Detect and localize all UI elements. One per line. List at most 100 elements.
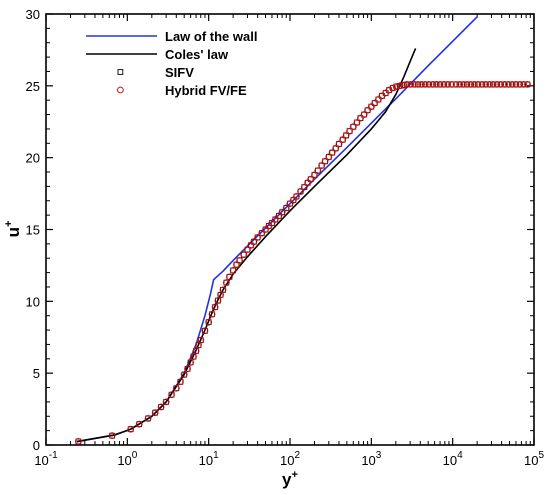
data-point [208,310,216,318]
data-point [74,438,82,445]
legend-swatch-sifv [117,69,124,75]
data-point [335,140,343,148]
plot-frame [45,13,535,446]
data-point [374,96,382,103]
y-tick-label: 5 [33,366,40,381]
data-point [205,318,213,326]
data-point [360,111,368,118]
x-tick-label: 10-1 [34,450,58,468]
data-point [214,297,222,305]
data-point [258,229,266,237]
data-point [505,80,512,88]
data-point [520,80,528,88]
data-point [222,279,230,287]
x-tick-label: 102 [280,450,300,468]
x-tick-label: 100 [117,450,137,468]
y-tick-label: 0 [33,438,40,453]
data-point [240,251,247,258]
y-tick-label: 30 [26,7,40,22]
data-point [389,84,397,92]
data-point [371,99,379,107]
data-point [190,353,197,361]
data-point [470,80,478,88]
data-point [314,167,322,174]
data-point [300,183,308,191]
data-point [467,80,475,88]
data-point [177,378,184,386]
data-point [456,80,464,88]
data-point [278,208,286,216]
data-point [144,415,152,422]
x-tick-label: 104 [443,450,463,468]
data-point [460,80,467,88]
data-point [421,80,429,88]
data-point [168,391,175,399]
data-point [318,162,326,169]
data-point [201,327,209,335]
data-point [396,82,404,90]
data-point [226,273,233,281]
data-point [250,238,258,246]
legend-label-law-of-the-wall: Law of the wall [165,29,257,44]
series-layer [74,16,531,445]
legend-label-coles-law: Coles' law [165,47,229,62]
data-point [497,80,505,88]
data-point [448,80,455,88]
data-point [357,114,364,122]
data-point [254,234,262,241]
data-point [385,86,393,94]
data-point [307,175,315,183]
x-tick-label: 105 [524,450,544,468]
data-point [240,251,248,259]
data-point [328,149,336,157]
data-point [135,420,143,428]
data-point [407,80,415,88]
data-point [440,80,448,88]
data-point [187,358,195,366]
data-point [353,119,361,126]
data-point [418,80,426,88]
data-point [180,371,188,379]
data-point [414,80,422,88]
data-point [342,131,350,139]
data-point [400,81,408,89]
data-point [293,193,300,200]
series-markers-sifv [75,81,531,445]
data-point [311,171,318,179]
data-point [432,80,440,88]
legend-label-sifv: SIFV [165,65,194,80]
data-point [229,267,237,274]
data-point [172,384,180,392]
data-point [436,80,444,88]
data-point [211,303,219,311]
legend-swatch-hybrid-fv-fe [117,86,124,94]
data-point [268,219,276,227]
data-point [478,80,486,88]
y-tick-label: 25 [26,79,40,94]
series-line-coles-law [76,48,417,443]
data-point [127,425,135,433]
legend: Law of the wall Coles' law SIFV Hybrid FV/F… [86,29,257,98]
data-point [162,398,170,406]
data-point [346,127,353,135]
data-point [501,80,508,88]
y-tick-label: 20 [26,151,40,166]
data-point [512,80,520,88]
data-point [219,286,227,294]
data-point [452,80,460,88]
data-point [339,136,347,144]
data-point [192,347,200,355]
y-tick-label: 15 [26,223,40,238]
data-point [463,80,471,88]
x-axis-title: y+ [282,469,298,489]
data-point [429,80,437,88]
data-point [444,80,452,88]
data-point [474,80,482,88]
data-point [489,80,497,88]
data-point [493,80,501,88]
data-point [184,365,191,373]
data-point [482,80,490,88]
data-point [271,216,279,223]
data-point [349,123,357,131]
